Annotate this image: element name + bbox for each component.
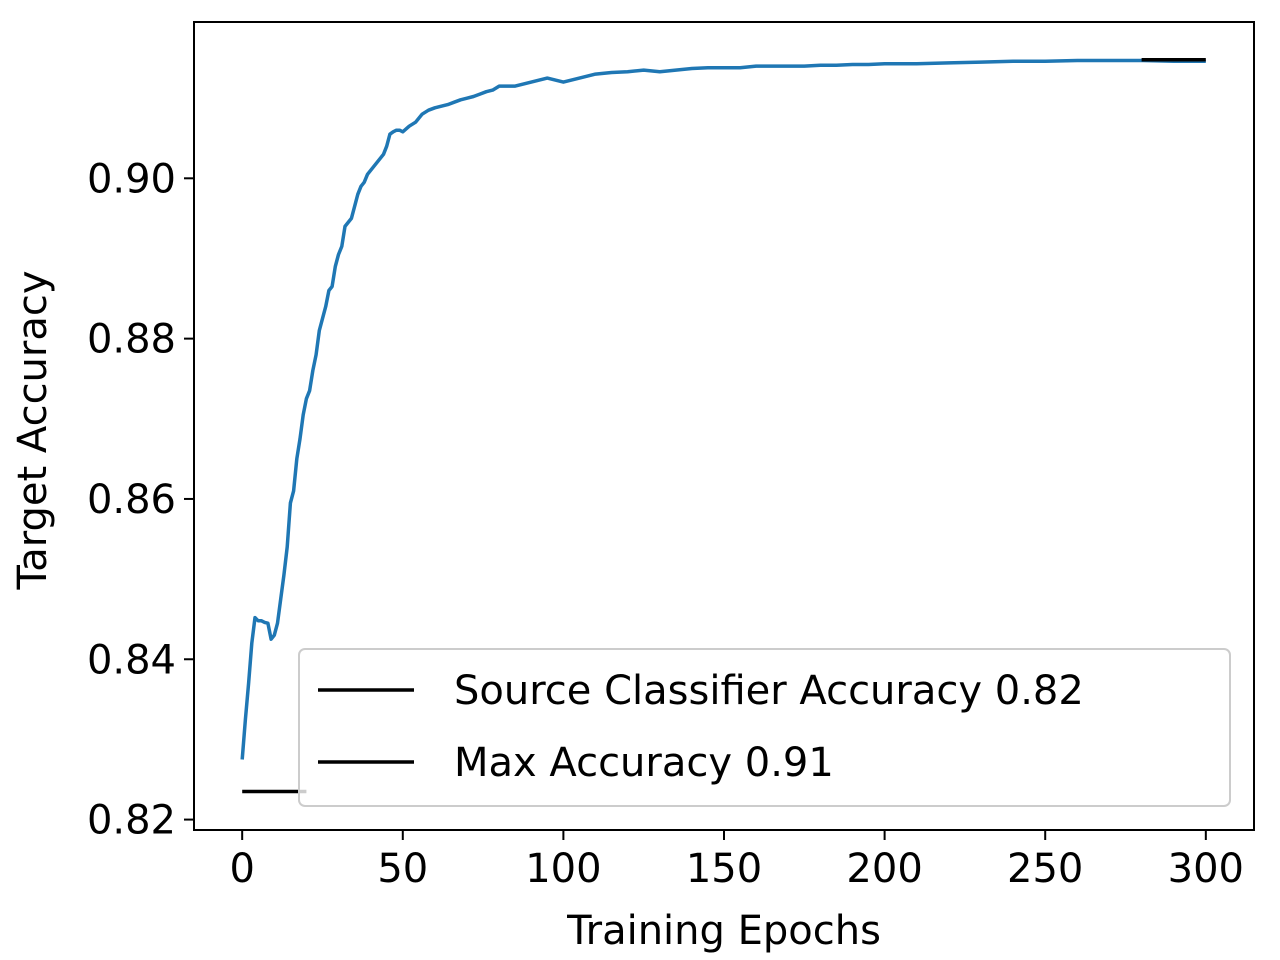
x-tick-label: 300 — [1168, 846, 1244, 892]
plot-series — [240, 57, 1206, 794]
series-line-accuracy — [240, 58, 1206, 760]
legend-label-max: Max Accuracy 0.91 — [454, 740, 834, 786]
legend: Source Classifier Accuracy 0.82 Max Accu… — [298, 648, 1231, 807]
x-tick-label: 100 — [525, 846, 601, 892]
x-tick-label: 150 — [686, 846, 762, 892]
x-tick-label: 200 — [846, 846, 922, 892]
legend-box — [298, 648, 1231, 807]
x-axis: 0 50 100 150 200 250 300 — [229, 830, 1244, 892]
y-axis: 0.82 0.84 0.86 0.88 0.90 — [87, 156, 194, 844]
y-tick-label: 0.90 — [87, 156, 176, 202]
y-tick-label: 0.88 — [87, 317, 176, 363]
legend-label-source: Source Classifier Accuracy 0.82 — [454, 668, 1084, 714]
y-tick-label: 0.86 — [87, 477, 176, 523]
x-tick-label: 50 — [377, 846, 428, 892]
y-axis-label: Target Accuracy — [10, 270, 56, 590]
y-tick-label: 0.82 — [87, 798, 176, 844]
x-tick-label: 0 — [229, 846, 254, 892]
y-tick-label: 0.84 — [87, 637, 176, 683]
x-axis-label: Training Epochs — [566, 908, 881, 954]
x-tick-label: 250 — [1007, 846, 1083, 892]
